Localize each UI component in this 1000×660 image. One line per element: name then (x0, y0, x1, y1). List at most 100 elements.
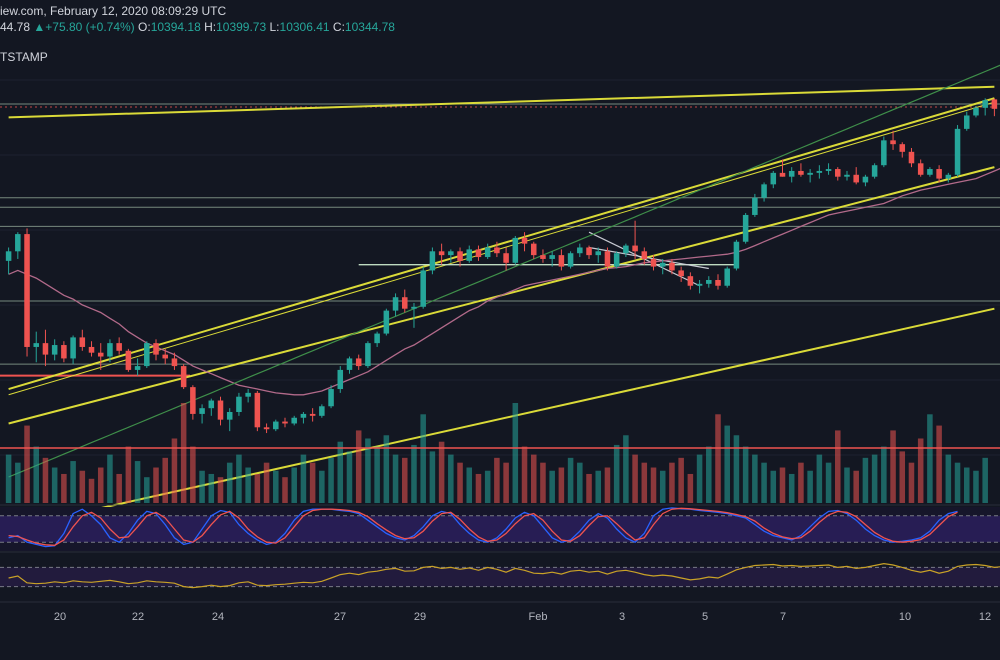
candle-body (881, 140, 887, 166)
candle-body (337, 369, 344, 390)
candle-body (899, 144, 906, 152)
candle-body (263, 427, 270, 430)
candle-body (24, 234, 30, 347)
candle-body (558, 255, 565, 267)
volume-bar (549, 470, 555, 503)
volume-bar (328, 457, 334, 503)
volume-bar (779, 467, 786, 503)
candle-body (917, 163, 924, 175)
volume-bar (365, 438, 371, 503)
volume-bar (706, 446, 712, 503)
volume-bar (844, 467, 850, 503)
candle-body (927, 169, 933, 175)
volume-bar (217, 477, 224, 503)
candle-body (355, 358, 362, 367)
candle-body (982, 100, 988, 108)
upper-channel-trendline (8, 85, 995, 119)
volume-bar (669, 462, 675, 503)
volume-bar (632, 454, 638, 503)
candle-body (153, 343, 159, 355)
candle-body (346, 358, 353, 370)
candle-body (623, 245, 629, 254)
volume-bar (429, 451, 436, 503)
candle-body (199, 408, 205, 414)
volume-bar (761, 462, 767, 503)
candle-body (61, 345, 67, 359)
candle-body (484, 247, 491, 258)
volume-bar (835, 430, 841, 503)
candle-body (696, 283, 703, 286)
candle-body (42, 343, 49, 355)
candle-body (134, 366, 141, 370)
candle-body (908, 151, 915, 164)
candle-body (254, 392, 261, 428)
high-value: 10399.73 (216, 20, 267, 34)
stoch-k-line (8, 507, 958, 548)
volume-bar (954, 462, 961, 503)
volume-bar (24, 425, 30, 503)
volume-bar (42, 457, 49, 503)
volume-bar (374, 446, 380, 503)
volume-bar (273, 470, 279, 503)
mid-rising-trendline (8, 101, 995, 396)
candle-body (577, 247, 583, 254)
volume-bar (724, 425, 730, 503)
volume-bar (144, 477, 150, 503)
candle-body (715, 280, 721, 286)
candle-body (402, 297, 408, 309)
candle-body (125, 350, 132, 370)
volume-bar (411, 444, 417, 503)
volume-bar (982, 457, 988, 503)
candle-body (217, 400, 224, 420)
low-label: L: (269, 20, 280, 34)
volume-bar (475, 473, 482, 503)
candle-body (374, 333, 380, 344)
candle-body (687, 276, 694, 286)
volume-bar (116, 473, 122, 503)
candle-body (438, 251, 445, 256)
x-tick-label: 3 (619, 611, 625, 623)
candle-body (392, 297, 399, 311)
high-label: H: (204, 20, 217, 34)
flag-lower-line (588, 246, 709, 270)
candle-body (226, 412, 233, 420)
candle-body (945, 174, 952, 179)
volume-bar (438, 441, 445, 503)
x-tick-label: 5 (702, 611, 708, 623)
volume-bar (337, 441, 344, 503)
volume-bar (153, 467, 159, 503)
x-tick-label: 20 (54, 611, 66, 623)
candle-body (88, 346, 95, 353)
volume-bar (798, 462, 804, 503)
volume-bar (125, 446, 132, 503)
candle-body (567, 253, 574, 267)
candle-body (835, 169, 841, 177)
x-tick-label: 12 (979, 611, 991, 623)
volume-bar (107, 454, 113, 503)
volume-bar (245, 467, 251, 503)
candle-body (116, 343, 122, 351)
volume-bar (512, 403, 519, 503)
candle-body (107, 343, 113, 357)
price-grid (0, 79, 1000, 456)
volume-bar (346, 451, 353, 503)
candle-body (300, 413, 307, 418)
volume-bar (79, 470, 86, 503)
volume-bar (752, 454, 758, 503)
ma-slow-line (8, 64, 1000, 478)
candle-body (79, 337, 86, 347)
candle-body (890, 140, 896, 145)
volume-bar (742, 446, 749, 503)
volume-bar (448, 454, 454, 503)
candle-body (659, 262, 666, 267)
candle-body (595, 251, 601, 256)
volume-bar (927, 414, 933, 503)
candle-body (963, 115, 970, 129)
candle-body (51, 345, 58, 355)
volume-bar (853, 470, 859, 503)
volume-bar (300, 454, 307, 503)
volume-bar (226, 462, 233, 503)
volume-bar (917, 438, 924, 503)
volume-bar (70, 461, 76, 503)
